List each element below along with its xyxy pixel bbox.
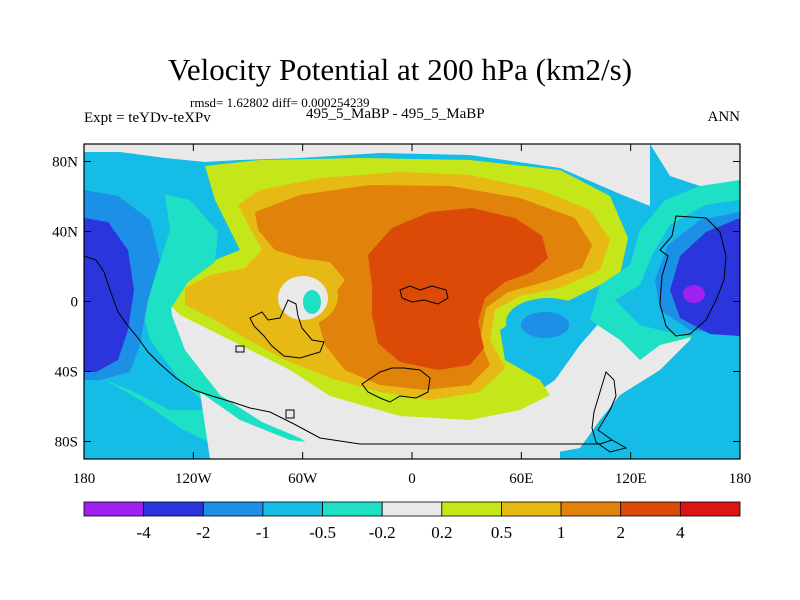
rmsd-diff-stats: rmsd= 1.62802 diff= 0.000254239 (190, 95, 370, 110)
x-tick-label: 180 (73, 471, 96, 487)
coast-east-continent (659, 215, 727, 337)
contour-near-zero-north (84, 144, 650, 206)
contour-east-neg-4 (670, 218, 740, 336)
y-tick-label: 40N (52, 225, 78, 241)
colorbar-swatch (262, 501, 323, 517)
colorbar: -4 -2 -1 -0.5 -0.2 0.2 0.5 1 2 4 (83, 501, 741, 542)
coast-south-america (249, 299, 325, 359)
colorbar-level-label: 4 (676, 523, 685, 542)
contour-near-zero-south (170, 300, 700, 459)
colorbar-swatch (83, 501, 145, 517)
colorbar-swatch (202, 501, 264, 517)
season-label: ANN (707, 109, 741, 125)
x-tick-label: 120W (175, 471, 213, 487)
axis-ticks (83, 144, 741, 459)
axis-tick-labels: 180 120W 60W 0 60E 120E 180 80N 40N 0 40S 80S (52, 155, 751, 488)
y-tick-label: 40S (55, 365, 78, 381)
colorbar-level-label: -0.5 (309, 523, 336, 542)
contour-south-pole-band (200, 392, 560, 459)
colorbar-level-label: 0.2 (431, 523, 452, 542)
colorbar-swatch (143, 501, 204, 517)
contour-near-zero-east-ne (650, 144, 740, 190)
y-tick-label: 80N (52, 155, 78, 171)
coast-small-island-1 (235, 345, 245, 353)
y-tick-label: 0 (71, 295, 79, 311)
contour-2-4 (368, 208, 548, 370)
contour-west-neg-4 (84, 218, 134, 372)
colorbar-swatch (322, 501, 383, 517)
coastlines (84, 215, 727, 453)
colorbar-swatch (679, 501, 741, 517)
run-names-label: 495_5_MaBP - 495_5_MaBP (306, 106, 485, 122)
colorbar-level-label: -2 (196, 523, 210, 542)
contour-east-min (683, 285, 705, 303)
contour-ring-core (303, 290, 321, 314)
x-tick-label: 60E (509, 471, 533, 487)
colorbar-level-label: -1 (256, 523, 270, 542)
x-tick-label: 0 (408, 471, 416, 487)
colorbar-level-label: 0.5 (491, 523, 512, 542)
contour-tropical-neg-1 (521, 312, 569, 338)
colorbar-swatch (501, 501, 562, 517)
coast-southern-africa (361, 367, 431, 403)
coast-africa (399, 285, 449, 305)
coast-west-edge (84, 255, 613, 445)
x-tick-label: 180 (729, 471, 752, 487)
x-tick-label: 120E (615, 471, 647, 487)
contour-fill-group (84, 144, 740, 459)
colorbar-swatch (620, 501, 681, 517)
colorbar-level-label: 2 (616, 523, 625, 542)
colorbar-swatch (381, 501, 443, 517)
contour-ring-inner (278, 276, 328, 320)
colorbar-level-label: -0.2 (369, 523, 396, 542)
colorbar-swatch (560, 501, 622, 517)
y-tick-label: 80S (55, 435, 78, 451)
colorbar-level-label: 1 (557, 523, 566, 542)
coast-small-island-2 (285, 409, 295, 419)
x-tick-label: 60W (288, 471, 318, 487)
colorbar-swatch (441, 501, 502, 517)
chart-title: Velocity Potential at 200 hPa (km2/s) (167, 52, 633, 87)
experiment-label: Expt = teYDv-teXPv (84, 110, 211, 126)
colorbar-level-label: -4 (137, 523, 152, 542)
